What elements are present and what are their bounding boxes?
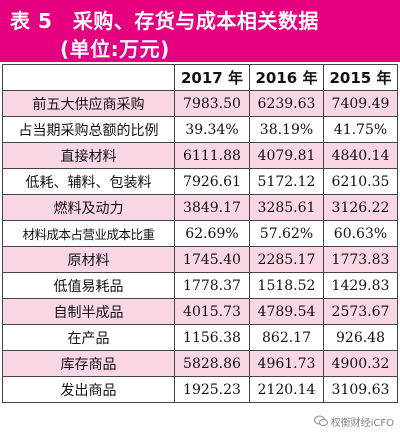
cell-2015: 4840.14 [323, 142, 398, 169]
header-cell-2015: 2015 年 [323, 64, 398, 91]
table-row: 自制半成品 4015.73 4789.54 2573.67 [2, 298, 398, 325]
data-table: 2017 年 2016 年 2015 年 前五大供应商采购 7983.50 62… [2, 64, 398, 403]
cell-2015: 4900.32 [323, 350, 398, 377]
cell-2016: 57.62% [249, 220, 324, 247]
cell-2015: 2573.67 [323, 298, 398, 325]
cell-2016: 6239.63 [249, 90, 324, 117]
row-label: 发出商品 [2, 376, 175, 403]
watermark: 权衡财经iCFO [311, 412, 396, 430]
cell-2015: 3109.63 [323, 376, 398, 403]
row-label: 直接材料 [2, 142, 175, 169]
cell-2016: 4789.54 [249, 298, 324, 325]
row-label: 前五大供应商采购 [2, 90, 175, 117]
row-label: 原材料 [2, 246, 175, 273]
cell-2017: 62.69% [174, 220, 250, 247]
cell-2017: 4015.73 [174, 298, 250, 325]
table-row: 材料成本占营业成本比重 62.69% 57.62% 60.63% [2, 220, 398, 247]
cell-2017: 7983.50 [174, 90, 250, 117]
cell-2015: 1429.83 [323, 272, 398, 299]
header-cell-2016: 2016 年 [249, 64, 324, 91]
cell-2015: 3126.22 [323, 194, 398, 221]
cell-2016: 4079.81 [249, 142, 324, 169]
row-label: 自制半成品 [2, 298, 175, 325]
row-label: 在产品 [2, 324, 175, 351]
header-cell-2017: 2017 年 [174, 64, 250, 91]
table-row: 在产品 1156.38 862.17 926.48 [2, 324, 398, 351]
cell-2016: 38.19% [249, 116, 324, 143]
row-label: 燃料及动力 [2, 194, 175, 221]
cell-2017: 1778.37 [174, 272, 250, 299]
cell-2015: 41.75% [323, 116, 398, 143]
header-row: 2017 年 2016 年 2015 年 [2, 64, 398, 91]
wechat-icon [313, 415, 328, 427]
table-row: 燃料及动力 3849.17 3285.61 3126.22 [2, 194, 398, 221]
table-title: 表 5 采购、存货与成本相关数据 [10, 9, 319, 33]
table-row: 前五大供应商采购 7983.50 6239.63 7409.49 [2, 90, 398, 117]
cell-2016: 1518.52 [249, 272, 324, 299]
table-row: 库存商品 5828.86 4961.73 4900.32 [2, 350, 398, 377]
cell-2016: 5172.12 [249, 168, 324, 195]
header-cell-blank [2, 64, 175, 91]
table-title-banner: 表 5 采购、存货与成本相关数据 (单位:万元) [0, 0, 400, 62]
table-row: 低值易耗品 1778.37 1518.52 1429.83 [2, 272, 398, 299]
cell-2017: 7926.61 [174, 168, 250, 195]
row-label: 占当期采购总额的比例 [2, 116, 175, 143]
cell-2016: 862.17 [249, 324, 324, 351]
cell-2016: 4961.73 [249, 350, 324, 377]
table-row: 直接材料 6111.88 4079.81 4840.14 [2, 142, 398, 169]
cell-2016: 3285.61 [249, 194, 324, 221]
table-unit: (单位:万元) [60, 37, 170, 61]
cell-2017: 3849.17 [174, 194, 250, 221]
cell-2017: 5828.86 [174, 350, 250, 377]
row-label: 库存商品 [2, 350, 175, 377]
cell-2017: 6111.88 [174, 142, 250, 169]
cell-2017: 1925.23 [174, 376, 250, 403]
cell-2017: 39.34% [174, 116, 250, 143]
row-label: 低值易耗品 [2, 272, 175, 299]
cell-2015: 6210.35 [323, 168, 398, 195]
cell-2015: 1773.83 [323, 246, 398, 273]
table-row: 原材料 1745.40 2285.17 1773.83 [2, 246, 398, 273]
cell-2016: 2285.17 [249, 246, 324, 273]
cell-2015: 7409.49 [323, 90, 398, 117]
table-row: 发出商品 1925.23 2120.14 3109.63 [2, 376, 398, 403]
cell-2016: 2120.14 [249, 376, 324, 403]
watermark-text: 权衡财经iCFO [330, 417, 394, 429]
table-row: 低耗、辅料、包装料 7926.61 5172.12 6210.35 [2, 168, 398, 195]
row-label: 低耗、辅料、包装料 [2, 168, 175, 195]
row-label: 材料成本占营业成本比重 [2, 220, 175, 247]
cell-2017: 1156.38 [174, 324, 250, 351]
table-row: 占当期采购总额的比例 39.34% 38.19% 41.75% [2, 116, 398, 143]
cell-2015: 926.48 [323, 324, 398, 351]
cell-2017: 1745.40 [174, 246, 250, 273]
cell-2015: 60.63% [323, 220, 398, 247]
